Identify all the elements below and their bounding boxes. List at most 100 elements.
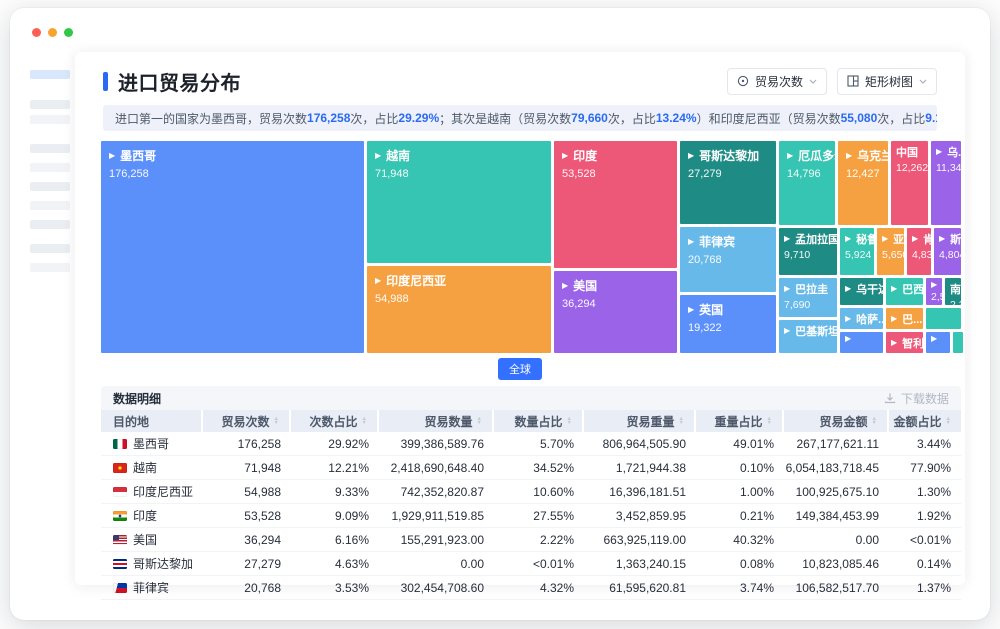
value-cell: 0.14%: [916, 556, 951, 571]
close-window-button[interactable]: [32, 28, 41, 37]
treemap-cell-哥斯达黎加[interactable]: ▶ 哥斯达黎加 27,279: [680, 141, 776, 224]
treemap-cell-墨西哥[interactable]: ▶ 墨西哥 176,258: [101, 141, 364, 353]
drilldown-icon: ▶: [882, 234, 889, 243]
country-name: 墨西哥: [133, 437, 170, 451]
value-cell: 399,386,589.76: [400, 436, 484, 451]
maximize-window-button[interactable]: [64, 28, 73, 37]
treemap-cell-哈萨...[interactable]: ▶ 哈萨...: [840, 308, 883, 329]
global-button[interactable]: 全球: [498, 358, 542, 380]
drilldown-icon: ▶: [688, 304, 695, 314]
sidebar-item[interactable]: [30, 163, 70, 172]
treemap-cell-英国[interactable]: ▶ 英国 19,322: [680, 295, 776, 353]
drilldown-icon: ▶: [787, 150, 794, 160]
treemap-cell-南[interactable]: 南 2,2: [945, 278, 961, 305]
column-header-金额占比[interactable]: 金额占比 ▲ ▼: [889, 410, 961, 432]
column-header-贸易金额[interactable]: 贸易金额 ▲ ▼: [784, 410, 889, 432]
summary-text: 次，占比: [607, 111, 656, 126]
table-row-印度尼西亚[interactable]: 印度尼西亚 54,988 9.33% 742,352,820.87 10.60% 16,3…: [101, 480, 961, 504]
sidebar-item[interactable]: [30, 182, 70, 191]
treemap-cell-乌克兰[interactable]: ▶ 乌克兰 12,427: [838, 141, 888, 225]
column-header-贸易数量[interactable]: 贸易数量 ▲ ▼: [379, 410, 494, 432]
minimize-window-button[interactable]: [48, 28, 57, 37]
sidebar-item[interactable]: [30, 201, 70, 210]
sort-icon[interactable]: ▲ ▼: [476, 415, 482, 426]
sidebar-item[interactable]: [30, 263, 70, 272]
drilldown-icon: ▶: [562, 150, 569, 160]
treemap-cell-巴基斯坦[interactable]: ▶ 巴基斯坦: [779, 320, 837, 353]
sort-icon[interactable]: ▲ ▼: [871, 415, 877, 426]
treemap-cell-秘鲁[interactable]: ▶ 秘鲁 5,924: [840, 228, 874, 275]
drilldown-icon: ▶: [845, 234, 852, 243]
treemap-cell-block[interactable]: [953, 332, 963, 353]
sort-icon[interactable]: ▲ ▼: [361, 415, 367, 426]
treemap-cell-乌干达[interactable]: ▶ 乌干达: [840, 278, 883, 305]
value-cell: 0.21%: [739, 508, 774, 523]
table-row-美国[interactable]: 美国 36,294 6.16% 155,291,923.00 2.22% 663,925,…: [101, 528, 961, 552]
column-header-重量占比[interactable]: 重量占比 ▲ ▼: [696, 410, 784, 432]
treemap-cell-印度[interactable]: ▶ 印度 53,528: [554, 141, 677, 268]
treemap-cell-越南[interactable]: ▶ 越南 71,948: [367, 141, 551, 263]
sidebar-item[interactable]: [30, 144, 70, 153]
treemap-cell-block[interactable]: ▶ 2,5: [926, 278, 942, 305]
header-controls: 贸易次数 矩形树图: [726, 67, 937, 95]
value-cell: 4.32%: [539, 580, 574, 595]
flag-icon-mx: [113, 438, 127, 449]
treemap-cell-name: 中国: [896, 147, 918, 159]
column-header-贸易重量[interactable]: 贸易重量 ▲ ▼: [584, 410, 696, 432]
treemap-cell-name: 厄瓜多尔: [798, 149, 835, 163]
treemap-cell-亚[interactable]: ▶亚5,650: [877, 228, 904, 275]
download-data-button[interactable]: 下载数据: [884, 390, 949, 407]
treemap-cell-印度尼西亚[interactable]: ▶ 印度尼西亚 54,988: [367, 266, 551, 353]
treemap-cell-中国[interactable]: 中国 12,262: [891, 141, 928, 225]
treemap-cell-name: 菲律宾: [699, 235, 736, 249]
sidebar-item[interactable]: [30, 100, 70, 109]
column-header-次数占比[interactable]: 次数占比 ▲ ▼: [291, 410, 379, 432]
treemap-cell-block[interactable]: ▶: [926, 332, 950, 353]
chart-type-dropdown[interactable]: 矩形树图: [836, 67, 937, 95]
treemap-cell-美国[interactable]: ▶ 美国 36,294: [554, 271, 677, 353]
column-header-数量占比[interactable]: 数量占比 ▲ ▼: [494, 410, 584, 432]
treemap-cell-肯[interactable]: ▶肯4,836: [907, 228, 931, 275]
treemap-cell-name: 秘鲁: [856, 234, 874, 246]
table-row-哥斯达黎加[interactable]: 哥斯达黎加 27,279 4.63% 0.00 <0.01% 1,363,240.15 0.…: [101, 552, 961, 576]
value-cell: 40.32%: [733, 532, 774, 547]
sort-icon[interactable]: ▲ ▼: [945, 415, 951, 426]
treemap-cell-name: 亚: [893, 234, 904, 246]
treemap-cell-block[interactable]: ▶: [840, 332, 883, 353]
treemap-cell-block[interactable]: [926, 308, 961, 329]
country-cell: 哥斯达黎加: [101, 555, 203, 572]
treemap-cell-label: ▶ 越南: [375, 147, 543, 164]
treemap-cell-乌...[interactable]: ▶ 乌... 11,342: [931, 141, 961, 225]
sort-icon[interactable]: ▲ ▼: [678, 415, 684, 426]
drilldown-icon: ▶: [784, 234, 791, 243]
table-row-墨西哥[interactable]: 墨西哥 176,258 29.92% 399,386,589.76 5.70% 806,9…: [101, 432, 961, 456]
table-row-越南[interactable]: 越南 71,948 12.21% 2,418,690,648.40 34.52% 1,72…: [101, 456, 961, 480]
treemap-cell-value: 4,836: [912, 249, 931, 261]
value-cell: 9.33%: [334, 484, 369, 499]
treemap-cell-智利[interactable]: ▶ 智利: [886, 332, 923, 353]
value-cell: 27.55%: [533, 508, 574, 523]
table-row-菲律宾[interactable]: 菲律宾 20,768 3.53% 302,454,708.60 4.32% 61,595,…: [101, 576, 961, 600]
column-header-贸易次数[interactable]: 贸易次数 ▲ ▼: [203, 410, 291, 432]
treemap-cell-斯[interactable]: ▶斯4,804: [934, 228, 961, 275]
treemap-cell-巴西[interactable]: ▶ 巴西: [886, 278, 923, 305]
value-cell: 0.10%: [739, 460, 774, 475]
treemap-cell-巴拉圭[interactable]: ▶ 巴拉圭 7,690: [779, 278, 837, 317]
sidebar-item[interactable]: [30, 244, 70, 253]
table-row-印度[interactable]: 印度 53,528 9.09% 1,929,911,519.85 27.55% 3,452…: [101, 504, 961, 528]
sidebar-item[interactable]: [30, 220, 70, 229]
sidebar-item-active[interactable]: [30, 70, 70, 79]
treemap-cell-厄瓜多尔[interactable]: ▶ 厄瓜多尔 14,796: [779, 141, 835, 225]
sort-icon[interactable]: ▲ ▼: [273, 415, 279, 426]
flag-icon-ph: [113, 582, 127, 593]
treemap-footer: 全球: [75, 358, 965, 380]
sort-icon[interactable]: ▲ ▼: [566, 415, 572, 426]
sidebar-item[interactable]: [30, 115, 70, 124]
sort-icon[interactable]: ▲ ▼: [766, 415, 772, 426]
sidebar-skeleton: [30, 70, 70, 282]
metric-dropdown[interactable]: 贸易次数: [726, 67, 827, 95]
treemap-cell-巴...[interactable]: ▶ 巴...: [886, 308, 923, 329]
treemap-cell-孟加拉国[interactable]: ▶ 孟加拉国 9,710: [779, 228, 837, 275]
drilldown-icon: ▶: [845, 314, 852, 323]
treemap-cell-菲律宾[interactable]: ▶ 菲律宾 20,768: [680, 227, 776, 292]
